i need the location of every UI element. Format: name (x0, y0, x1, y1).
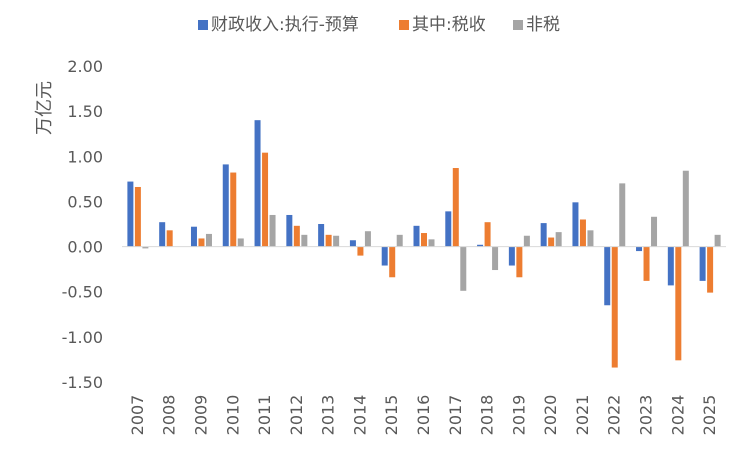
bar-s1-2021 (572, 202, 579, 247)
x-tick-label: 2010 (223, 395, 242, 436)
y-tick-label: 0.50 (67, 192, 103, 211)
x-tick-label: 2016 (414, 395, 433, 436)
bar-s2-2009 (198, 238, 205, 247)
legend-swatch-3 (513, 20, 523, 30)
x-tick-label: 2019 (509, 395, 528, 436)
y-axis-title-group: 万亿元 (34, 81, 55, 135)
y-tick-label: -0.50 (62, 283, 103, 302)
bar-s2-2021 (579, 219, 586, 247)
bar-s1-2022 (604, 246, 611, 306)
legend: 财政收入:执行-预算 其中:税收 非税 (198, 15, 560, 35)
x-tick-label: 2014 (350, 395, 369, 436)
legend-swatch-1 (198, 20, 208, 30)
y-axis-title: 万亿元 (34, 81, 55, 135)
bar-s2-2007 (134, 186, 141, 247)
bar-s1-2025 (699, 246, 706, 281)
bar-s3-2025 (714, 234, 721, 247)
x-axis: 2007 2008 2009 2010 2011 2012 2013 2014 2015 2016… (128, 395, 719, 436)
y-axis: 2.00 1.50 1.00 0.50 0.00 -0.50 -1.00 -1.50 (62, 57, 103, 392)
bar-s2-2011 (262, 152, 269, 247)
bar-s3-2011 (269, 214, 276, 247)
x-tick-label: 2024 (668, 395, 687, 436)
bar-s3-2009 (205, 233, 212, 247)
x-tick-label: 2022 (605, 395, 624, 436)
bar-s2-2008 (166, 230, 173, 247)
y-tick-label: 1.50 (67, 102, 103, 121)
x-tick-label: 2011 (255, 395, 274, 436)
x-tick-label: 2012 (287, 395, 306, 436)
y-tick-label: 0.00 (67, 238, 103, 257)
legend-label-3: 非税 (526, 15, 560, 35)
bar-s3-2021 (587, 230, 594, 247)
x-tick-label: 2015 (382, 395, 401, 436)
bar-s2-2020 (548, 237, 555, 247)
bar-s1-2015 (381, 246, 388, 266)
bar-s3-2017 (460, 246, 467, 291)
bar-s3-2023 (651, 216, 658, 247)
bar-s3-2013 (333, 235, 340, 247)
x-tick-label: 2021 (573, 395, 592, 436)
y-tick-label: -1.50 (62, 373, 103, 392)
bar-s1-2024 (667, 246, 674, 286)
bar-s3-2020 (555, 232, 562, 247)
bar-s2-2015 (389, 246, 396, 278)
bar-s2-2023 (643, 246, 650, 281)
bar-s1-2007 (127, 181, 134, 247)
bar-s1-2016 (413, 225, 420, 247)
bar-s2-2014 (357, 246, 364, 256)
x-tick-label: 2008 (160, 395, 179, 436)
y-tick-label: -1.00 (62, 328, 103, 347)
bar-s3-2018 (492, 246, 499, 271)
x-tick-label: 2018 (478, 395, 497, 436)
legend-label-1: 财政收入:执行-预算 (211, 15, 359, 35)
legend-label-2: 其中:税收 (412, 15, 486, 35)
bar-s3-2015 (396, 234, 403, 247)
bar-s1-2020 (540, 223, 547, 247)
x-tick-label: 2020 (541, 395, 560, 436)
x-tick-label: 2009 (191, 395, 210, 436)
y-tick-label: 2.00 (67, 57, 103, 76)
bar-s2-2025 (707, 246, 714, 293)
legend-swatch-2 (399, 20, 409, 30)
x-tick-label: 2017 (446, 395, 465, 436)
bar-s2-2024 (675, 246, 682, 361)
bar-s3-2010 (237, 238, 244, 247)
bar-s1-2019 (508, 246, 515, 266)
bars (127, 120, 721, 368)
bar-s1-2008 (159, 222, 166, 247)
bar-s2-2018 (484, 222, 491, 247)
bar-s1-2012 (286, 214, 293, 247)
bar-s2-2010 (230, 172, 237, 247)
bar-s1-2023 (636, 246, 643, 252)
bar-s1-2009 (190, 226, 197, 247)
bar-s3-2012 (301, 234, 308, 247)
bar-s1-2018 (477, 244, 484, 247)
bar-s2-2022 (611, 246, 618, 368)
bar-s2-2017 (452, 168, 459, 247)
bar-s2-2016 (421, 233, 427, 247)
x-tick-label: 2007 (128, 395, 147, 436)
bar-s2-2012 (293, 225, 300, 247)
bar-s3-2014 (364, 231, 371, 247)
bar-s1-2013 (318, 224, 325, 247)
bar-s1-2011 (254, 120, 261, 247)
bar-s1-2017 (445, 211, 452, 247)
bar-s2-2019 (516, 246, 523, 278)
bar-s3-2016 (428, 239, 435, 247)
bar-s3-2024 (682, 170, 689, 247)
y-tick-label: 1.00 (67, 147, 103, 166)
bar-s3-2007 (142, 246, 149, 249)
x-tick-label: 2023 (637, 395, 656, 436)
bar-s1-2014 (349, 240, 356, 247)
x-tick-label: 2013 (319, 395, 338, 436)
bar-s3-2019 (523, 235, 530, 247)
bar-s2-2013 (325, 234, 332, 247)
x-tick-label: 2025 (700, 395, 719, 436)
bar-s3-2022 (619, 183, 626, 247)
bar-s1-2010 (222, 164, 229, 247)
